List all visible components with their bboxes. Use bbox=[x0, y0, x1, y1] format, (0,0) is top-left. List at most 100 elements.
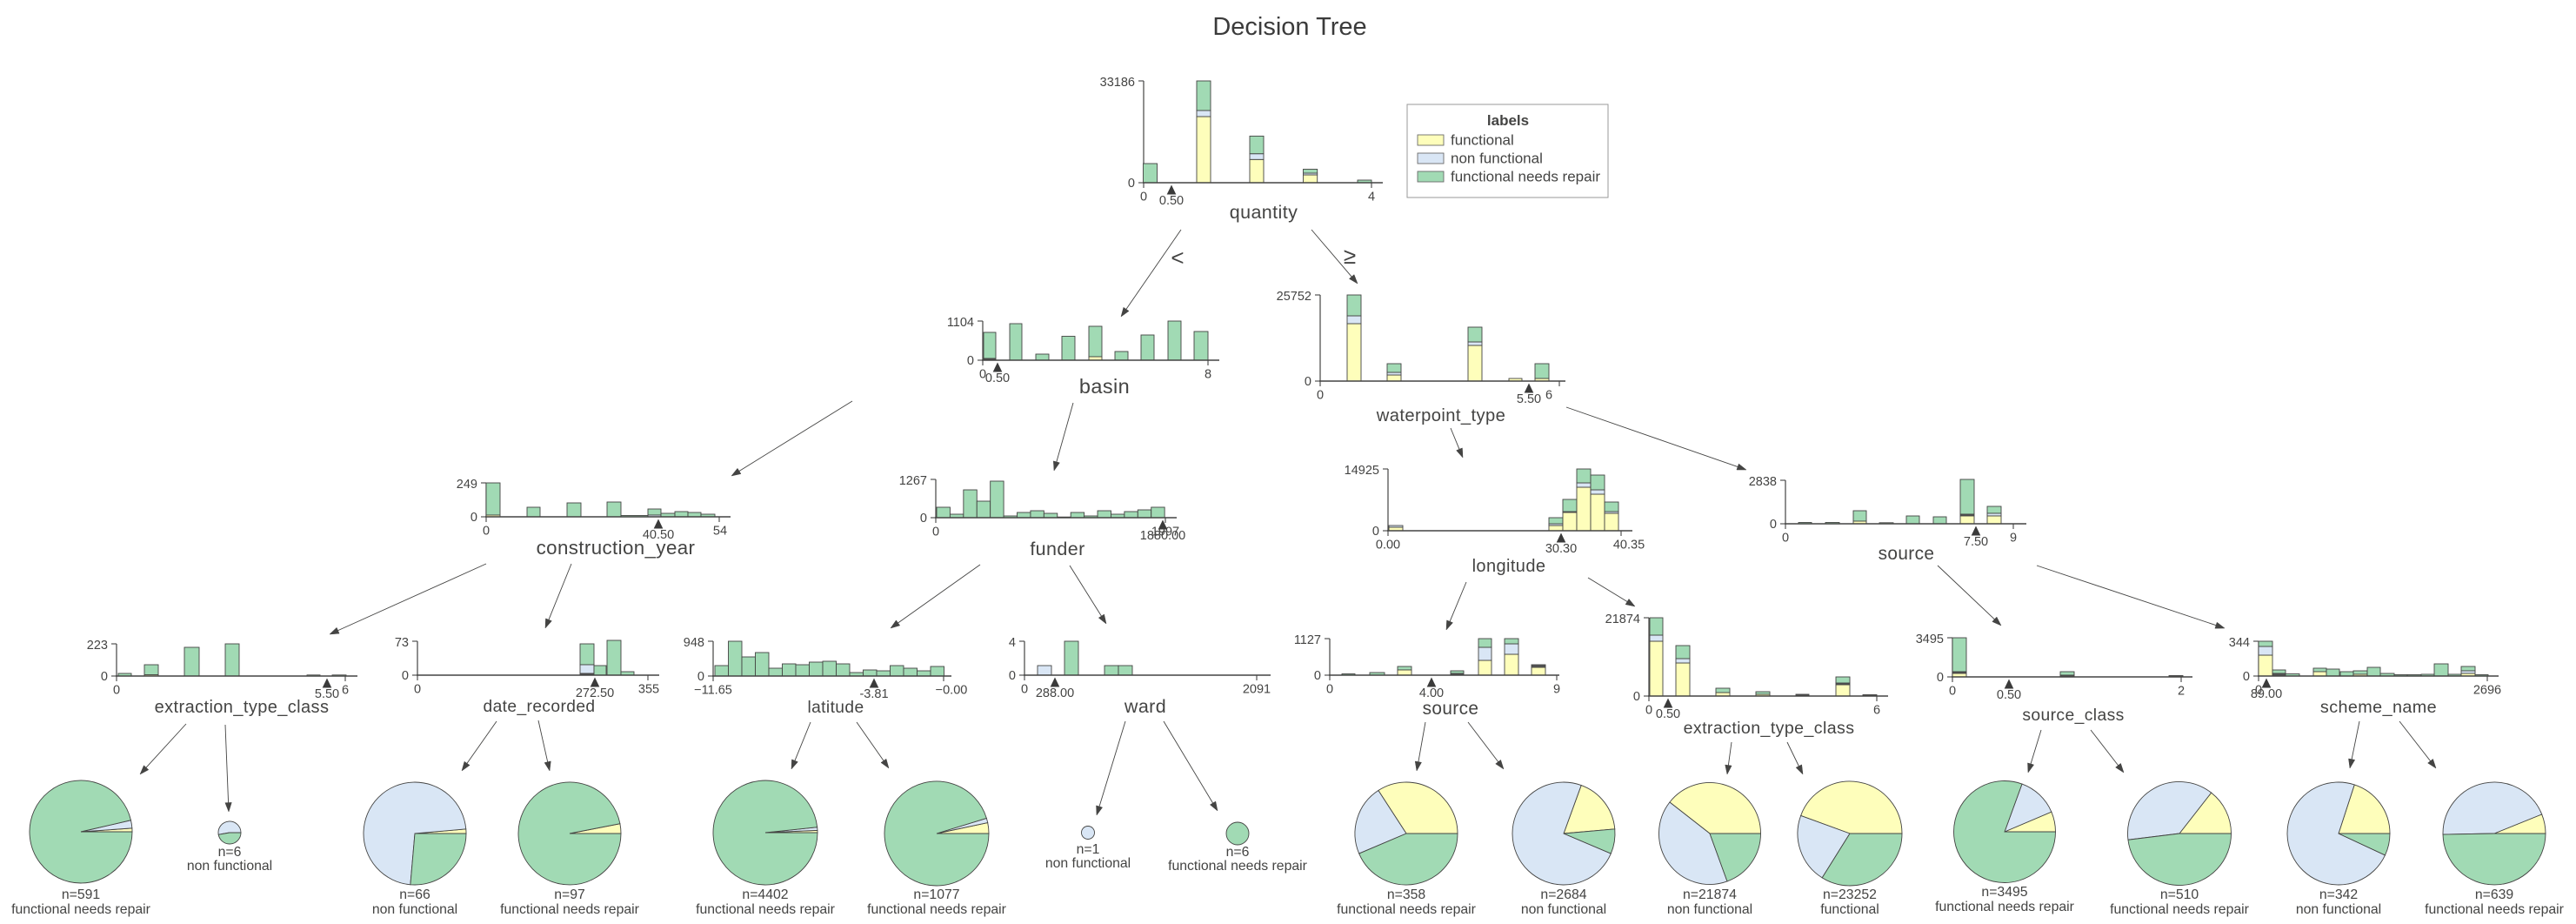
svg-text:latitude: latitude bbox=[807, 699, 864, 717]
svg-text:n=23252: n=23252 bbox=[1823, 887, 1877, 902]
svg-text:non functional: non functional bbox=[372, 902, 457, 917]
svg-text:funder: funder bbox=[1030, 539, 1084, 559]
svg-text:1267: 1267 bbox=[899, 474, 927, 488]
svg-text:0: 0 bbox=[101, 670, 108, 684]
svg-text:n=591: n=591 bbox=[62, 887, 101, 902]
svg-text:9: 9 bbox=[2010, 532, 2017, 546]
svg-text:0: 0 bbox=[483, 525, 490, 539]
svg-text:33186: 33186 bbox=[1100, 76, 1135, 90]
svg-text:basin: basin bbox=[1079, 375, 1130, 398]
svg-text:5.50: 5.50 bbox=[1517, 392, 1541, 406]
svg-text:−0.00: −0.00 bbox=[936, 684, 968, 698]
svg-text:0: 0 bbox=[402, 669, 409, 683]
svg-text:2696: 2696 bbox=[2473, 684, 2501, 698]
svg-text:scheme_name: scheme_name bbox=[2320, 698, 2437, 717]
svg-text:0.50: 0.50 bbox=[985, 372, 1010, 385]
svg-text:functional needs repair: functional needs repair bbox=[1451, 169, 1600, 185]
svg-text:functional: functional bbox=[1820, 902, 1879, 917]
svg-text:0: 0 bbox=[1633, 690, 1640, 704]
svg-text:<: < bbox=[1171, 244, 1184, 271]
svg-text:n=358: n=358 bbox=[1387, 887, 1426, 902]
svg-text:1127: 1127 bbox=[1294, 633, 1321, 647]
svg-text:non functional: non functional bbox=[187, 859, 272, 874]
svg-text:40.50: 40.50 bbox=[643, 528, 674, 542]
svg-text:n=4402: n=4402 bbox=[742, 887, 788, 902]
svg-text:89.00: 89.00 bbox=[2251, 687, 2282, 701]
svg-text:21874: 21874 bbox=[1605, 613, 1640, 626]
svg-text:0: 0 bbox=[1009, 669, 1016, 683]
svg-text:n=1077: n=1077 bbox=[913, 887, 959, 902]
svg-text:0: 0 bbox=[697, 670, 704, 684]
svg-text:223: 223 bbox=[87, 639, 108, 653]
svg-text:source: source bbox=[1423, 699, 1479, 719]
svg-text:9: 9 bbox=[1553, 683, 1560, 697]
svg-text:quantity: quantity bbox=[1230, 202, 1298, 223]
svg-text:0: 0 bbox=[1314, 669, 1321, 683]
svg-text:272.50: 272.50 bbox=[576, 686, 614, 700]
svg-text:n=97: n=97 bbox=[554, 887, 585, 902]
svg-text:−11.65: −11.65 bbox=[694, 684, 732, 698]
svg-text:0.00: 0.00 bbox=[1376, 539, 1400, 552]
svg-text:functional: functional bbox=[1451, 132, 1514, 149]
svg-text:Decision Tree: Decision Tree bbox=[1212, 13, 1366, 41]
svg-text:2: 2 bbox=[2178, 685, 2185, 699]
svg-text:0.50: 0.50 bbox=[1656, 707, 1680, 721]
svg-text:functional needs repair: functional needs repair bbox=[696, 902, 835, 917]
svg-text:2091: 2091 bbox=[1243, 683, 1271, 697]
svg-text:948: 948 bbox=[684, 636, 704, 650]
svg-text:0: 0 bbox=[967, 354, 974, 368]
svg-text:longitude: longitude bbox=[1472, 557, 1546, 576]
svg-text:7.50: 7.50 bbox=[1964, 535, 1988, 549]
svg-text:14925: 14925 bbox=[1345, 464, 1379, 478]
svg-text:functional needs repair: functional needs repair bbox=[11, 902, 150, 917]
svg-text:3495: 3495 bbox=[1916, 633, 1944, 646]
svg-text:288.00: 288.00 bbox=[1036, 686, 1074, 700]
svg-text:6: 6 bbox=[1545, 389, 1552, 403]
svg-text:0: 0 bbox=[1770, 518, 1777, 532]
svg-text:1104: 1104 bbox=[947, 316, 974, 330]
svg-text:0: 0 bbox=[414, 683, 421, 697]
svg-text:6: 6 bbox=[342, 684, 349, 698]
svg-text:non functional: non functional bbox=[2296, 902, 2381, 917]
svg-text:249: 249 bbox=[457, 478, 477, 492]
svg-text:date_recorded: date_recorded bbox=[484, 698, 596, 716]
svg-text:functional needs repair: functional needs repair bbox=[500, 902, 639, 917]
svg-text:0: 0 bbox=[1305, 375, 1311, 389]
svg-text:40.35: 40.35 bbox=[1613, 539, 1645, 552]
svg-text:≥: ≥ bbox=[1344, 243, 1356, 269]
svg-text:73: 73 bbox=[395, 636, 409, 650]
svg-text:-3.81: -3.81 bbox=[859, 687, 888, 701]
svg-text:0: 0 bbox=[1140, 191, 1147, 204]
svg-text:0.50: 0.50 bbox=[1159, 194, 1184, 208]
svg-text:30.30: 30.30 bbox=[1545, 542, 1577, 556]
svg-text:6: 6 bbox=[1873, 704, 1880, 718]
svg-text:n=510: n=510 bbox=[2160, 887, 2199, 902]
svg-text:355: 355 bbox=[638, 683, 659, 697]
svg-text:n=21874: n=21874 bbox=[1683, 887, 1737, 902]
svg-text:0: 0 bbox=[2243, 670, 2250, 684]
svg-text:non functional: non functional bbox=[1045, 856, 1131, 871]
svg-text:0: 0 bbox=[1128, 177, 1135, 191]
svg-text:4: 4 bbox=[1368, 191, 1375, 204]
svg-text:1997: 1997 bbox=[1151, 526, 1179, 539]
svg-text:functional needs repair: functional needs repair bbox=[867, 902, 1006, 917]
svg-text:non functional: non functional bbox=[1451, 151, 1543, 167]
svg-text:extraction_type_class: extraction_type_class bbox=[1684, 719, 1855, 738]
svg-text:8: 8 bbox=[1205, 368, 1211, 382]
svg-text:n=342: n=342 bbox=[2319, 887, 2358, 902]
svg-text:0: 0 bbox=[1326, 683, 1333, 697]
svg-text:1880.00: 1880.00 bbox=[1140, 529, 1185, 543]
svg-text:344: 344 bbox=[2229, 636, 2250, 650]
svg-text:0: 0 bbox=[1949, 685, 1956, 699]
svg-text:functional needs repair: functional needs repair bbox=[2425, 902, 2564, 917]
svg-text:54: 54 bbox=[713, 525, 727, 539]
svg-text:0: 0 bbox=[113, 684, 120, 698]
svg-text:4: 4 bbox=[1009, 636, 1016, 650]
svg-text:waterpoint_type: waterpoint_type bbox=[1376, 406, 1506, 425]
svg-text:n=3495: n=3495 bbox=[1981, 885, 2027, 900]
svg-text:ward: ward bbox=[1124, 696, 1166, 717]
svg-text:0: 0 bbox=[932, 526, 939, 539]
svg-text:n=66: n=66 bbox=[399, 887, 430, 902]
svg-text:4.00: 4.00 bbox=[1419, 686, 1444, 700]
svg-text:0: 0 bbox=[1317, 389, 1324, 403]
